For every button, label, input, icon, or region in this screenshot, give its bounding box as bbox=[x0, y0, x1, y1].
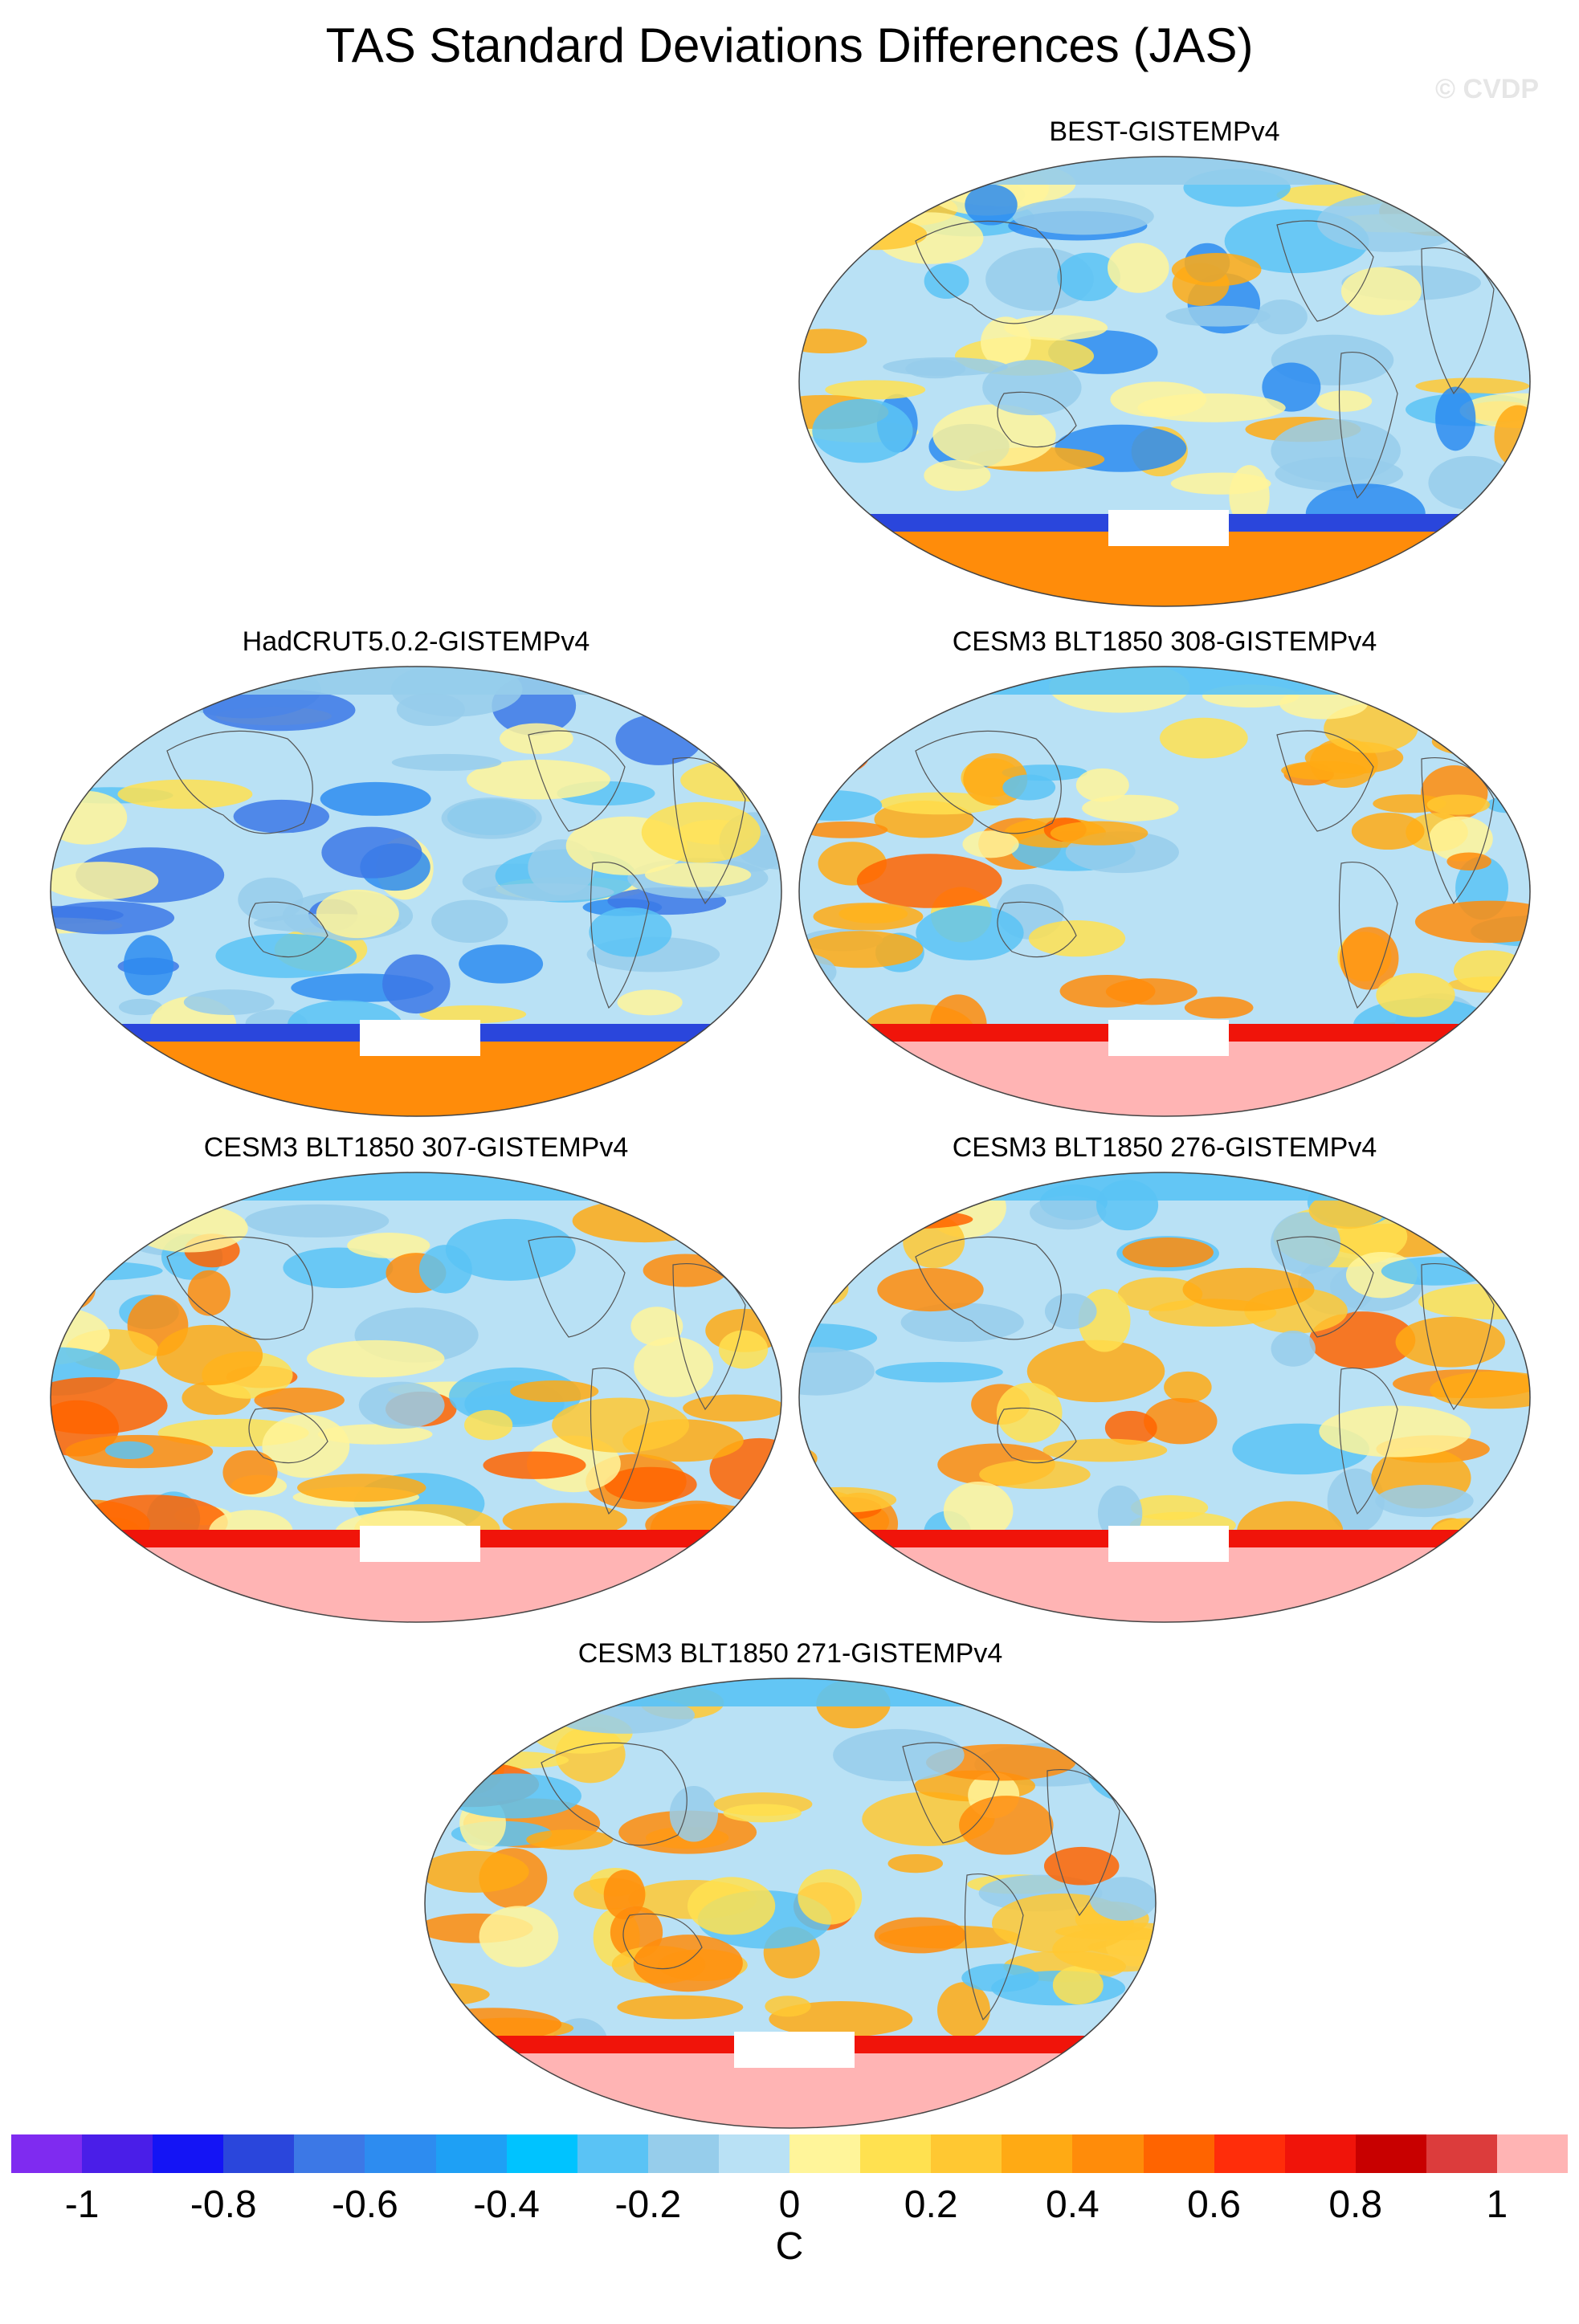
colorbar-swatch bbox=[82, 2134, 153, 2173]
colorbar-swatch bbox=[790, 2134, 861, 2173]
map-panel-276 bbox=[798, 1172, 1531, 1623]
map-panel-307 bbox=[50, 1172, 782, 1623]
colorbar-tick-label: -1 bbox=[64, 2183, 100, 2226]
colorbar-swatch bbox=[577, 2134, 648, 2173]
colorbar-swatch bbox=[1426, 2134, 1497, 2173]
colorbar-tick-label: -0.4 bbox=[473, 2183, 540, 2226]
map-panel-271 bbox=[424, 1678, 1157, 2129]
map-panel-308 bbox=[798, 666, 1531, 1117]
map-field bbox=[51, 1172, 781, 1622]
colorbar-tick-label: 1 bbox=[1486, 2183, 1508, 2226]
colorbar-swatch bbox=[11, 2134, 83, 2173]
map-panel-best bbox=[798, 156, 1531, 607]
panel-title-hadcrut: HadCRUT5.0.2-GISTEMPv4 bbox=[242, 626, 590, 657]
map-panel-hadcrut bbox=[50, 666, 782, 1117]
colorbar-swatch bbox=[1496, 2134, 1569, 2173]
colorbar-swatch bbox=[1072, 2134, 1144, 2173]
panel-title-best: BEST-GISTEMPv4 bbox=[1049, 116, 1280, 147]
colorbar-swatch bbox=[506, 2134, 577, 2173]
map-field bbox=[799, 157, 1530, 606]
map-field bbox=[799, 667, 1530, 1116]
map-field bbox=[425, 1678, 1156, 2128]
colorbar-swatch bbox=[435, 2134, 507, 2173]
map-field bbox=[51, 667, 781, 1116]
panel-title-308: CESM3 BLT1850 308-GISTEMPv4 bbox=[952, 626, 1377, 657]
panel-title-271: CESM3 BLT1850 271-GISTEMPv4 bbox=[577, 1638, 1003, 1669]
colorbar-swatch bbox=[223, 2134, 295, 2173]
colorbar-units: C bbox=[775, 2225, 804, 2268]
colorbar-tick-label: -0.8 bbox=[190, 2183, 257, 2226]
colorbar-swatch bbox=[718, 2134, 790, 2173]
panel-title-307: CESM3 BLT1850 307-GISTEMPv4 bbox=[203, 1132, 629, 1163]
colorbar-tick-label: 0 bbox=[778, 2183, 801, 2226]
colorbar-ticks: -1 -0.8 -0.6 -0.4 -0.2 0 0.2 0.4 0.6 0.8 1 bbox=[11, 2183, 1568, 2231]
colorbar-swatch bbox=[294, 2134, 365, 2173]
colorbar bbox=[11, 2134, 1569, 2173]
map-field bbox=[799, 1172, 1530, 1622]
colorbar-tick-label: 0.6 bbox=[1187, 2183, 1241, 2226]
colorbar-swatch bbox=[1002, 2134, 1073, 2173]
colorbar-swatch bbox=[153, 2134, 224, 2173]
watermark: © CVDP bbox=[1435, 74, 1539, 104]
colorbar-tick-label: 0.2 bbox=[904, 2183, 958, 2226]
colorbar-tick-label: 0.4 bbox=[1045, 2183, 1100, 2226]
colorbar-tick-label: -0.2 bbox=[614, 2183, 682, 2226]
colorbar-swatch bbox=[647, 2134, 719, 2173]
colorbar-swatch bbox=[365, 2134, 436, 2173]
colorbar-swatch bbox=[860, 2134, 932, 2173]
colorbar-tick-label: -0.6 bbox=[332, 2183, 398, 2226]
colorbar-swatch bbox=[931, 2134, 1002, 2173]
colorbar-swatch bbox=[1214, 2134, 1285, 2173]
colorbar-swatch bbox=[1284, 2134, 1356, 2173]
colorbar-tick-label: 0.8 bbox=[1328, 2183, 1383, 2226]
figure-title: TAS Standard Deviations Differences (JAS… bbox=[325, 18, 1254, 72]
colorbar-swatch bbox=[1355, 2134, 1426, 2173]
colorbar-swatch bbox=[1143, 2134, 1214, 2173]
panel-title-276: CESM3 BLT1850 276-GISTEMPv4 bbox=[952, 1132, 1377, 1163]
